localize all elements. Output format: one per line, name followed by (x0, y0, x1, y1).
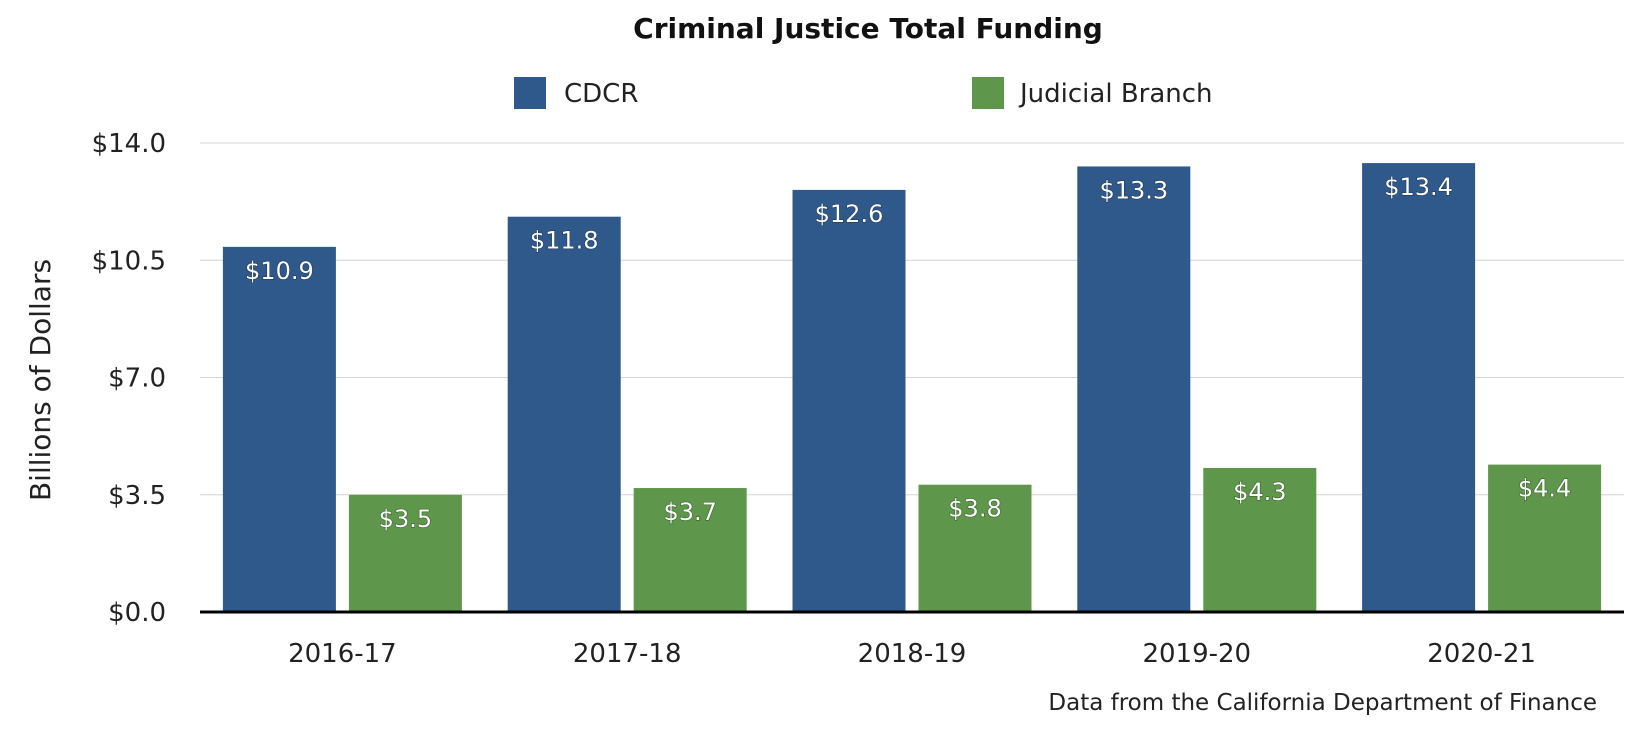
bar-judicial-branch (918, 484, 1032, 612)
bar-value-label: $3.5 (379, 505, 432, 533)
bar-value-label: $4.4 (1518, 475, 1571, 503)
bar-judicial-branch (1488, 464, 1602, 612)
bar-cdcr (507, 216, 621, 612)
bar-cdcr (792, 189, 906, 612)
source-note: Data from the California Department of F… (1048, 690, 1597, 716)
bar-cdcr (222, 246, 336, 612)
bar-judicial-branch (633, 488, 747, 612)
bar-value-label: $3.7 (663, 498, 716, 526)
bar-value-label: $3.8 (948, 495, 1001, 523)
bar-value-label: $13.3 (1099, 176, 1168, 204)
x-tick-label: 2017-18 (573, 639, 682, 669)
y-tick-label: $3.5 (108, 481, 166, 511)
bar-value-label: $4.3 (1233, 478, 1286, 506)
legend-swatch-judicial-branch (972, 77, 1004, 109)
y-tick-label: $10.5 (92, 246, 166, 276)
legend-swatch-cdcr (514, 77, 546, 109)
y-tick-label: $0.0 (108, 598, 166, 628)
bar-labels: $10.9 $3.5 $11.8 $3.7 $12.6 $3.8 $13.3 $4.3 $13.… (244, 173, 1571, 534)
bar-value-label: $13.4 (1384, 173, 1453, 201)
x-tick-label: 2018-19 (858, 639, 967, 669)
bars (222, 163, 1602, 612)
y-tick-label: $14.0 (92, 129, 166, 159)
bar-value-label: $10.9 (245, 257, 314, 285)
bar-cdcr (1077, 166, 1191, 612)
legend: CDCR Judicial Branch (514, 77, 1213, 109)
legend-label-judicial-branch: Judicial Branch (1018, 79, 1213, 109)
bar-value-label: $12.6 (815, 200, 884, 228)
y-axis-label: Billions of Dollars (24, 259, 57, 501)
bar-cdcr (1362, 163, 1476, 612)
bar-judicial-branch (1203, 467, 1317, 612)
chart-title: Criminal Justice Total Funding (633, 12, 1103, 45)
x-tick-label: 2020-21 (1427, 639, 1536, 669)
y-axis-ticks: $0.0 $3.5 $7.0 $10.5 $14.0 (92, 129, 166, 628)
bar-judicial-branch (348, 494, 462, 612)
x-tick-label: 2019-20 (1142, 639, 1251, 669)
x-tick-label: 2016-17 (288, 639, 397, 669)
legend-label-cdcr: CDCR (564, 79, 638, 109)
x-axis-ticks: 2016-17 2017-18 2018-19 2019-20 2020-21 (288, 639, 1536, 669)
bar-value-label: $11.8 (530, 227, 599, 255)
y-tick-label: $7.0 (108, 364, 166, 394)
